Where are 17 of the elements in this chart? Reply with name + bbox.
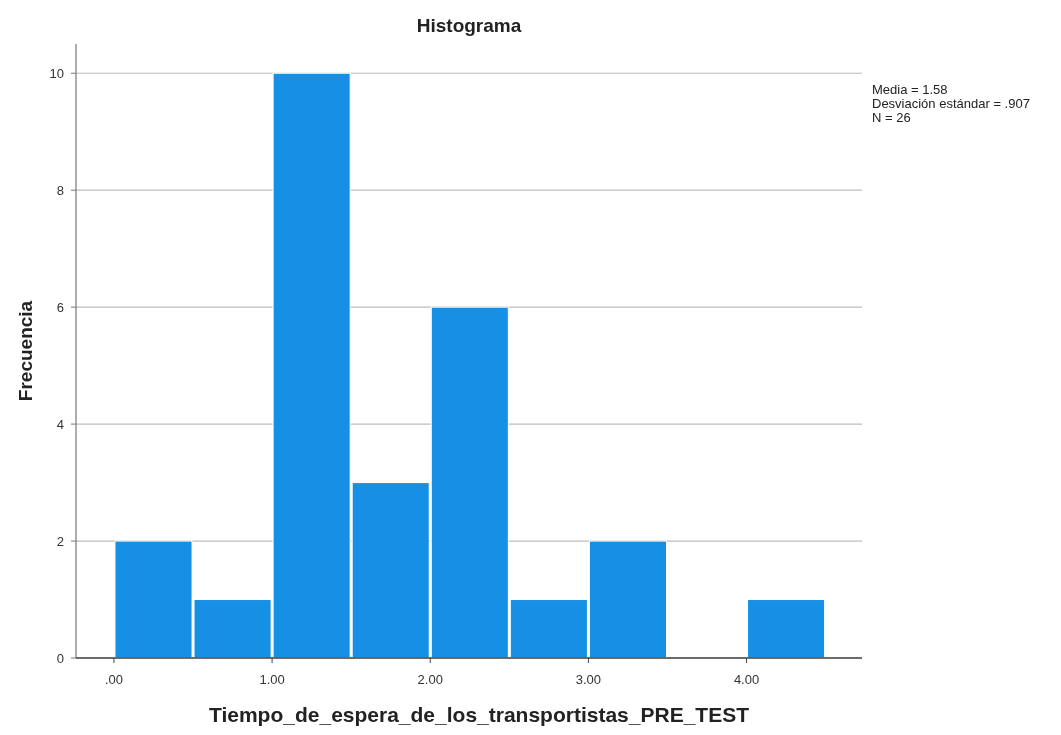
y-tick-label: 4 [56, 416, 64, 432]
y-tick-label: 6 [56, 299, 64, 315]
text: Desviación estándar = .907 [872, 96, 1030, 111]
x-tick-label: 2.00 [417, 672, 443, 687]
y-tick-label: 10 [49, 65, 64, 81]
y-axis-title: Frecuencia [15, 300, 36, 402]
y-tick-label: 2 [56, 533, 64, 549]
chart-title: Histograma [416, 15, 522, 36]
x-tick-label: 1.00 [259, 672, 285, 687]
x-tick-label: 3.00 [575, 672, 602, 687]
x-axis-title: Tiempo_de_espera_de_los_transportistas_PRE_TEST [208, 703, 750, 726]
text: Media = 1.58 [872, 82, 948, 97]
x-tick-label: 4.00 [733, 672, 760, 687]
x-tick-label: .00 [104, 672, 123, 687]
text: N = 26 [872, 110, 911, 125]
y-tick-label: 8 [56, 182, 64, 198]
y-tick-label: 0 [56, 650, 64, 666]
